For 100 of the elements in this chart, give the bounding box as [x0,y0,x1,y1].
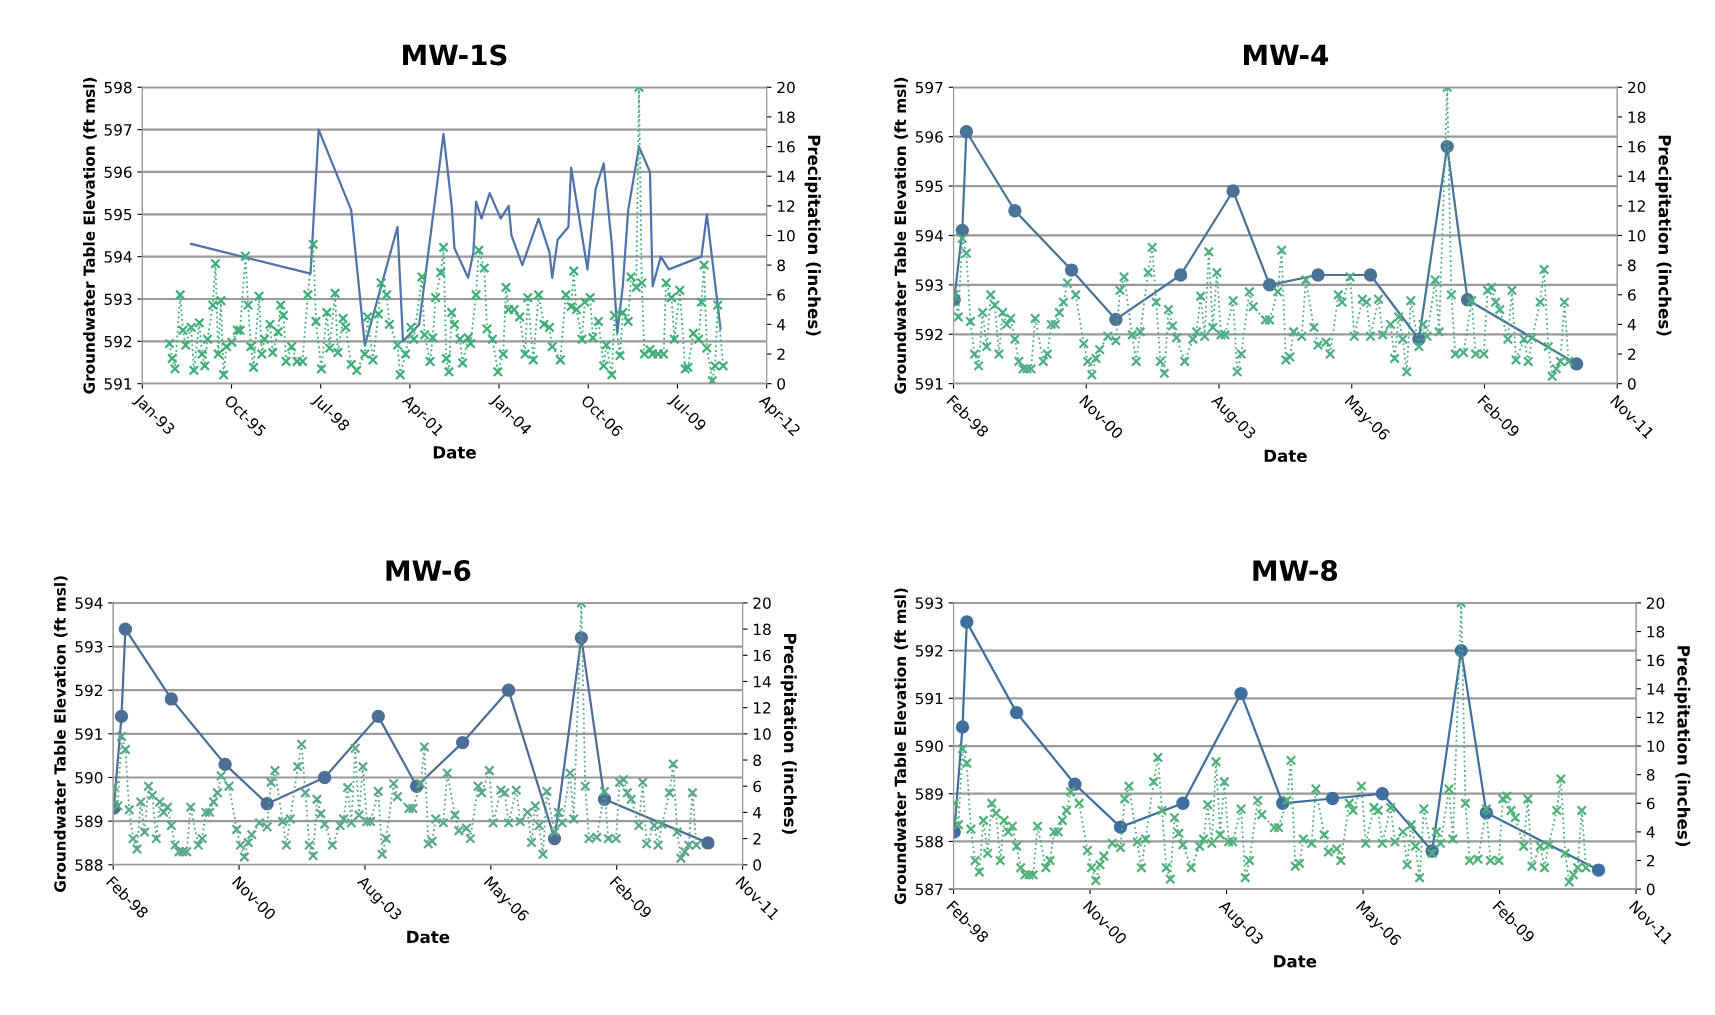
point [114,709,129,724]
y2-axis-title: Precipitation (inches) [1674,646,1691,846]
y2-tick-label: 8 [753,754,761,767]
chart-title: MW-1S [403,44,507,66]
point [164,692,179,706]
y2-tick-label: 12 [1647,711,1664,724]
x-axis-title: Date [1274,955,1317,968]
y2-tick-label: 10 [754,728,771,740]
y-tick-label: 594 [915,229,943,242]
point [1009,705,1024,720]
y2-tick-label: 0 [753,859,762,871]
y2-tick-label: 14 [754,676,771,688]
y2-tick-label: 6 [1628,289,1636,301]
chart-title: MW-8 [1253,560,1338,582]
point [118,622,133,636]
y-tick-label: 591 [104,378,132,390]
chart-title: MW-6 [386,560,471,582]
y2-tick-label: 4 [753,807,762,819]
point [1176,796,1190,810]
y2-tick-label: 4 [1627,319,1636,331]
line-series [190,128,722,347]
y-tick-label: 590 [915,740,943,753]
y2-tick-label: 20 [753,597,771,609]
y-tick-label: 593 [915,279,943,291]
point [1173,268,1188,282]
y2-tick-label: 14 [778,170,795,183]
y2-tick-label: 8 [1628,259,1636,272]
point [1311,268,1325,282]
y2-tick-label: 2 [1646,854,1655,867]
y2-tick-label: 18 [754,623,771,636]
y2-tick-label: 6 [1646,797,1655,810]
y-tick-label: 592 [104,335,132,348]
y2-tick-label: 16 [754,649,771,662]
point [1262,278,1277,292]
x-axis-title: Date [407,930,450,944]
y-tick-label: 587 [915,883,943,896]
point [1375,787,1389,801]
y2-tick-label: 4 [1646,826,1655,838]
y-tick-label: 593 [915,597,943,609]
y2-axis-title: Precipitation (inches) [804,135,821,336]
y-tick-label: 593 [104,293,132,306]
y-tick-label: 594 [75,597,103,609]
y2-tick-label: 18 [1647,626,1665,638]
y2-tick-label: 0 [777,378,786,390]
point [1234,686,1248,701]
point [1325,791,1340,806]
y2-tick-label: 12 [754,702,771,714]
y2-tick-label: 14 [1647,683,1665,695]
y-tick-label: 596 [915,131,943,143]
y-tick-label: 593 [75,641,103,653]
point [371,709,385,724]
y-tick-label: 597 [104,124,132,136]
y-tick-label: 589 [75,815,103,828]
y2-tick-label: 18 [778,111,795,123]
y2-tick-label: 10 [1647,740,1665,753]
point [1068,777,1082,791]
y2-tick-label: 8 [1646,769,1655,781]
y2-tick-label: 0 [1646,883,1655,896]
y2-tick-label: 6 [777,289,786,301]
y-tick-label: 592 [75,684,102,697]
y2-tick-label: 0 [1627,378,1636,390]
point [1064,263,1079,277]
y-tick-label: 595 [915,180,943,193]
y2-tick-label: 10 [778,229,795,242]
point [1109,312,1123,327]
y2-tick-label: 12 [1628,200,1645,212]
y-tick-label: 590 [75,771,103,784]
y2-tick-label: 16 [1628,141,1646,153]
x-axis-title: Date [433,446,476,459]
y-tick-label: 588 [75,859,103,871]
y-axis-title: Groundwater Table Elevation (ft msl) [894,588,908,905]
chart-title: MW-4 [1244,44,1329,66]
y-tick-label: 594 [104,251,132,263]
y2-tick-label: 6 [753,780,762,793]
point [701,836,715,850]
point [1591,863,1606,877]
y2-tick-label: 20 [777,81,795,94]
y-tick-label: 588 [915,835,943,848]
y-tick-label: 592 [915,645,943,657]
y2-tick-label: 20 [1628,81,1646,94]
point [1008,204,1022,218]
y2-tick-label: 2 [753,833,761,845]
y2-tick-label: 16 [778,141,795,153]
point [218,757,232,772]
point [260,797,274,811]
y-tick-label: 597 [915,81,943,94]
point [1569,357,1584,371]
y-axis-title: Groundwater Table Elevation (ft msl) [894,77,908,394]
y-axis-title: Groundwater Table Elevation (ft msl) [53,576,68,892]
y-tick-label: 595 [104,208,132,221]
y-tick-label: 592 [915,328,943,341]
y-axis-title: Groundwater Table Elevation (ft msl) [83,77,97,394]
point [960,615,974,629]
y-tick-label: 591 [915,378,943,390]
y2-tick-label: 4 [777,319,786,331]
y2-tick-label: 20 [1646,597,1665,609]
y2-tick-label: 2 [1628,348,1636,360]
y-tick-label: 591 [75,728,103,740]
point [455,735,470,750]
y2-axis-title: Precipitation (inches) [1655,135,1672,336]
